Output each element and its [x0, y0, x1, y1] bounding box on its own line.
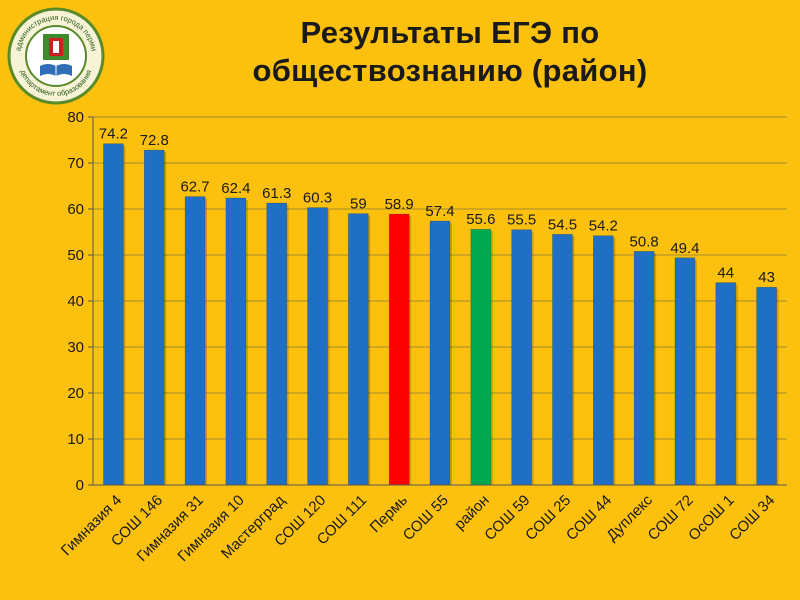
bar — [143, 149, 165, 486]
category-label: Гимназия 4 — [58, 492, 125, 559]
y-tick-label: 0 — [76, 477, 84, 494]
value-label: 57.4 — [425, 203, 454, 220]
bar — [674, 257, 696, 486]
bar — [552, 234, 573, 486]
y-tick-label: 80 — [67, 109, 84, 126]
value-label: 72.8 — [140, 132, 169, 149]
y-tick-label: 60 — [67, 201, 84, 218]
value-label: 54.2 — [589, 218, 618, 235]
title-line-1: Результаты ЕГЭ по — [300, 15, 600, 50]
y-tick-label: 30 — [67, 339, 84, 356]
bar — [756, 286, 777, 486]
value-label: 61.3 — [262, 185, 291, 202]
value-label: 43 — [758, 269, 775, 286]
value-label: 60.3 — [303, 190, 332, 207]
y-tick-label: 40 — [67, 293, 84, 310]
bar — [307, 207, 328, 486]
value-label: 74.2 — [99, 126, 128, 143]
category-label: СОШ 55 — [400, 492, 452, 544]
value-label: 62.4 — [221, 180, 250, 197]
page-title: Результаты ЕГЭ по обществознанию (район) — [150, 14, 750, 90]
chart-value-labels: 74.2 72.8 62.7 62.4 61.3 60.3 59 58.9 57.4 55.6 55… — [99, 126, 775, 287]
y-tick-label: 70 — [67, 155, 84, 172]
department-logo: администрация города перми департамент о… — [7, 7, 105, 105]
category-label: СОШ 34 — [726, 492, 778, 544]
chart-bars — [103, 143, 779, 486]
chart-y-axis: 0 10 20 30 40 50 60 70 80 — [67, 109, 787, 494]
value-label: 59 — [350, 196, 367, 213]
bar — [470, 228, 492, 486]
value-label: 62.7 — [180, 179, 209, 196]
bar — [633, 251, 655, 486]
y-tick-label: 20 — [67, 385, 84, 402]
bar — [225, 197, 247, 486]
value-label: 55.5 — [507, 212, 536, 229]
y-tick-label: 50 — [67, 247, 84, 264]
value-label: 49.4 — [670, 240, 699, 257]
value-label: 55.6 — [466, 211, 495, 228]
value-label: 50.8 — [630, 233, 659, 250]
bar — [592, 235, 614, 486]
value-label: 54.5 — [548, 216, 577, 233]
bar — [103, 143, 124, 486]
bar — [715, 282, 737, 486]
bar — [429, 220, 451, 486]
bar — [184, 196, 206, 486]
bar — [348, 213, 369, 486]
y-tick-label: 10 — [67, 431, 84, 448]
value-label: 58.9 — [385, 196, 414, 213]
bar — [511, 229, 532, 486]
bar — [266, 202, 288, 486]
title-line-2: обществознанию (район) — [252, 53, 648, 88]
logo-emblem-icon — [40, 34, 72, 76]
value-label: 44 — [717, 265, 734, 282]
bar — [388, 213, 410, 486]
